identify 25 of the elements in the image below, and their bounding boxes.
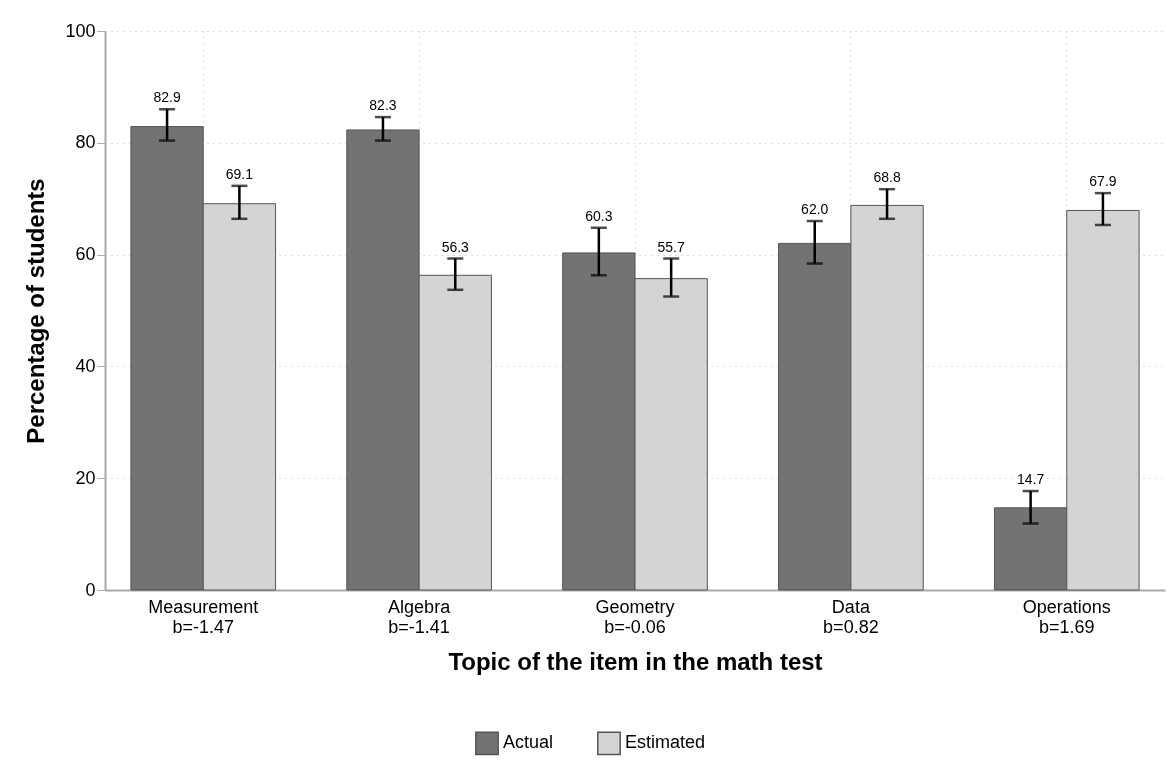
data-label: 62.0 [801, 201, 829, 218]
x-tick-label: Data b=0.82 [823, 596, 879, 637]
y-tick-label: 20 [75, 467, 96, 488]
data-label: 69.1 [225, 165, 254, 182]
x-tick-label: Algebra b=-1.41 [388, 596, 452, 637]
x-tick-label: Measurement b=-1.47 [148, 596, 259, 637]
data-label: 60.3 [585, 207, 613, 224]
y-tick-label: 40 [75, 355, 96, 376]
data-label: 67.9 [1089, 173, 1117, 190]
x-tick-label: Geometry b=-0.06 [595, 596, 675, 637]
x-tick-label: Operations b=1.69 [1022, 596, 1111, 637]
data-label: 68.8 [873, 169, 901, 186]
legend-label: Actual [503, 732, 554, 753]
data-label: 82.3 [369, 97, 397, 114]
data-label: 55.7 [657, 238, 685, 255]
y-tick-label: 60 [75, 244, 96, 265]
y-tick-label: 80 [75, 132, 96, 153]
data-label: 56.3 [441, 238, 470, 255]
legend-label: Estimated [625, 732, 706, 753]
data-label: 14.7 [1016, 471, 1045, 488]
data-label: 82.9 [153, 89, 181, 106]
y-tick-label: 100 [65, 20, 96, 41]
x-axis-title: Topic of the item in the math test [448, 647, 823, 675]
y-axis-title: Percentage of students [22, 178, 50, 444]
y-tick-label: 0 [85, 579, 96, 600]
